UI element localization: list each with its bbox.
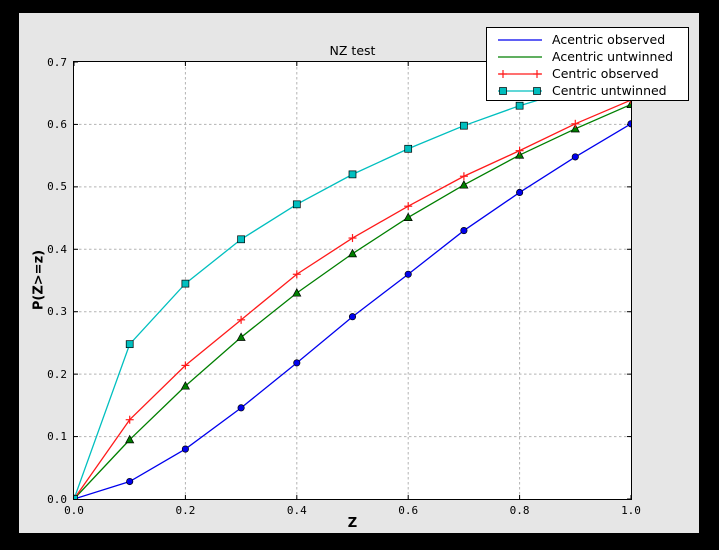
y-tick-label: 0.1	[47, 430, 67, 444]
legend-item-label: Centric untwinned	[552, 83, 667, 98]
marker-triangle-icon	[236, 332, 246, 341]
legend-item-label: Acentric untwinned	[552, 49, 674, 64]
y-tick-label: 0.5	[47, 180, 67, 194]
x-tick-label: 0.6	[398, 504, 419, 517]
x-tick-label: 0.4	[286, 504, 307, 517]
marker-triangle-icon	[570, 123, 580, 133]
marker-circle-icon	[404, 270, 412, 278]
marker-circle-icon	[126, 477, 134, 486]
marker-square-icon	[533, 86, 541, 95]
series-centric-observed	[74, 96, 631, 499]
marker-square-icon	[499, 86, 507, 95]
legend-line-sample-acentric-untwinned	[498, 55, 542, 58]
marker-triangle-icon	[180, 381, 190, 390]
y-tick-label: 0.3	[47, 305, 67, 319]
marker-square-icon	[404, 144, 413, 153]
x-tick-label: 0.2	[175, 504, 196, 517]
marker-triangle-icon	[626, 99, 631, 109]
legend-item: Centric observed	[487, 65, 688, 82]
marker-square-icon	[237, 235, 245, 244]
series-acentric-untwinned	[74, 99, 631, 499]
y-tick-label: 0.7	[47, 55, 67, 69]
marker-triangle-icon	[292, 288, 302, 297]
legend-item-label: Acentric observed	[552, 32, 666, 47]
marker-circle-icon	[237, 404, 245, 412]
series-centric-untwinned	[74, 68, 631, 499]
series-line-acentric-observed	[74, 123, 631, 499]
x-tick-label: 0.8	[509, 504, 530, 517]
marker-triangle-icon	[347, 248, 358, 258]
legend-item: Acentric observed	[487, 31, 688, 48]
chart-title: NZ test	[329, 43, 376, 58]
marker-square-icon	[292, 200, 301, 209]
marker-square-icon	[181, 279, 190, 288]
marker-triangle-icon	[459, 180, 469, 189]
legend-line-sample-acentric-observed	[498, 38, 542, 41]
legend: Acentric observed Acentric untwinned Centr…	[486, 27, 689, 101]
y-tick-label: 0.4	[47, 242, 67, 256]
marker-circle-icon	[516, 188, 524, 197]
legend-item: Acentric untwinned	[487, 48, 688, 65]
legend-item-label: Centric observed	[552, 66, 659, 81]
plot-svg	[74, 62, 631, 499]
series-line-acentric-untwinned	[74, 103, 631, 499]
y-tick-label: 0.0	[47, 492, 67, 506]
legend-item: Centric untwinned	[487, 82, 688, 99]
figure-canvas: NZ test 0.0 0.2 0.4 0.6 0.8 1.0 0.0 0.1 0.2 0.3 0…	[19, 13, 699, 533]
legend-line-sample-centric-untwinned	[498, 86, 542, 95]
marker-square-icon	[74, 495, 78, 499]
y-tick-label: 0.6	[47, 117, 67, 131]
y-tick-label: 0.2	[47, 367, 67, 381]
x-tick-label: 0.0	[64, 504, 84, 517]
plot-area	[73, 61, 632, 500]
marker-square-icon	[348, 170, 357, 179]
marker-circle-icon	[571, 153, 579, 161]
y-axis-label: P(Z>=z)	[31, 249, 47, 311]
marker-circle-icon	[627, 120, 631, 128]
marker-circle-icon	[181, 445, 189, 453]
marker-circle-icon	[348, 313, 357, 321]
marker-triangle-icon	[403, 212, 413, 221]
x-tick-label: 1.0	[621, 504, 641, 517]
legend-line-sample-centric-observed	[498, 69, 542, 78]
series-line-centric-observed	[74, 99, 631, 499]
marker-square-icon	[125, 340, 134, 349]
marker-circle-icon	[460, 227, 468, 235]
marker-triangle-icon	[125, 434, 135, 444]
marker-circle-icon	[293, 359, 301, 367]
x-axis-label: Z	[347, 516, 358, 531]
marker-square-icon	[460, 121, 468, 130]
marker-square-icon	[515, 101, 524, 110]
